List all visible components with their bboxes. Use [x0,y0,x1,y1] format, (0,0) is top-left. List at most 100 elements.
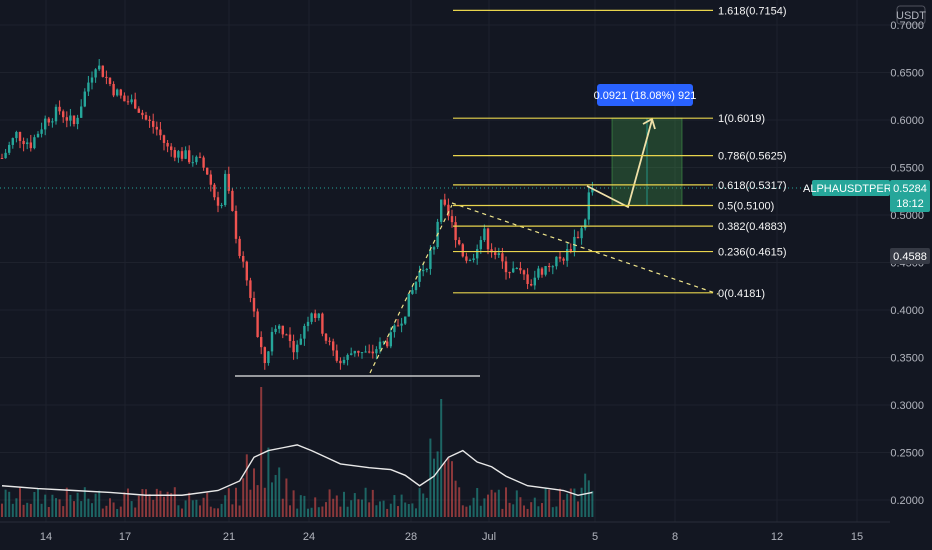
volume-bar [19,487,21,517]
volume-bar [505,487,507,517]
volume-bar [51,494,54,517]
candle-body [321,313,324,334]
candle-body [112,83,115,96]
candle-body [548,266,551,268]
candle-body [245,261,248,281]
candle-body [364,351,367,353]
volume-bar [199,505,201,517]
candle-body [173,150,176,158]
symbol-tag [812,180,890,196]
volume-bar [321,506,324,517]
candle-body [267,351,270,364]
volume-bar [73,501,75,517]
candle-body [72,115,76,125]
volume-bar [451,461,453,517]
y-tick-label-0: 0.7000 [890,20,924,32]
candle-body [504,261,508,273]
candle-body [278,325,281,329]
volume-bar [307,508,309,517]
candle-body [342,359,346,364]
candle-body [530,283,533,286]
candle-body [54,106,58,122]
volume-bar [1,503,3,517]
candle-body [141,112,144,116]
fib-label-3: 0.618(0.5317) [718,180,787,192]
volume-bar [238,505,241,517]
volume-bar [422,493,425,517]
candle-body [87,82,90,92]
volume-bar [447,457,450,517]
volume-bar [80,501,83,517]
fib-label-6: 0.236(0.4615) [718,247,787,259]
candle-body [180,151,184,159]
volume-bar [346,506,349,517]
volume-bar [76,492,79,517]
volume-bar [487,494,489,517]
candle-body [378,341,382,350]
candle-body [371,351,374,354]
candle-body [252,297,256,312]
candle-body [0,158,4,159]
volume-bar [458,487,461,517]
volume-bar [213,508,216,517]
volume-bar [159,490,162,517]
candle-body [206,167,209,175]
volume-bar [587,480,590,517]
fib-label-0: 1.618(0.7154) [718,5,787,17]
volume-bar [170,493,173,517]
measure-label: 0.0921 (18.08%) 921 [594,90,697,102]
volume-bar [281,498,284,517]
volume-bar [530,502,533,517]
candle-body [386,341,389,347]
candle-body [508,272,511,274]
volume-bars [1,387,594,517]
volume-bar [440,399,443,517]
candle-body [29,142,32,149]
candle-body [357,350,360,353]
fibonacci-levels: 1.618(0.7154) 1(0.6019) 0.786(0.5625) 0.618… [453,5,787,300]
volume-bar [209,506,212,517]
candle-body [591,187,594,193]
candle-body [580,228,583,239]
candle-body [213,184,216,198]
volume-bar [303,495,306,517]
candle-body [288,334,292,341]
candle-body [227,173,230,191]
volume-bar [141,489,144,517]
volume-bar [26,502,29,517]
volume-bar [310,507,313,517]
candle-body [80,106,83,118]
candle-body [69,115,72,121]
countdown-label: 18:12 [896,198,924,210]
volume-bar [40,503,43,517]
y-tick-label-1: 0.6500 [890,68,924,80]
candle-body [468,260,472,262]
time-axis[interactable]: 14 17 21 24 28 Jul 5 8 12 15 [0,521,890,550]
chart-grid [0,0,890,522]
candle-body [234,210,238,239]
candle-body [44,118,47,130]
candle-body [260,337,263,348]
candle-body [422,269,425,272]
candle-body [123,95,126,102]
volume-bar [551,507,554,517]
candle-body [263,347,266,364]
candle-body [425,268,428,270]
marker-price-tag [890,248,930,264]
candle-body [18,131,22,141]
candle-body [389,332,392,347]
candle-body [98,65,101,70]
volume-bar [379,501,381,517]
candle-body [418,271,421,282]
volume-bar [350,500,353,517]
candle-body [335,350,338,361]
price-axis[interactable]: USDT 0.70000.65000.60000.55000.50000.450… [890,0,932,550]
candle-body [177,151,180,158]
candle-body [166,142,169,147]
y-tick-label-8: 0.3000 [890,400,924,412]
candle-body [148,119,151,122]
currency-badge[interactable] [896,5,926,25]
volume-bar [483,498,486,517]
candle-body [584,219,587,229]
